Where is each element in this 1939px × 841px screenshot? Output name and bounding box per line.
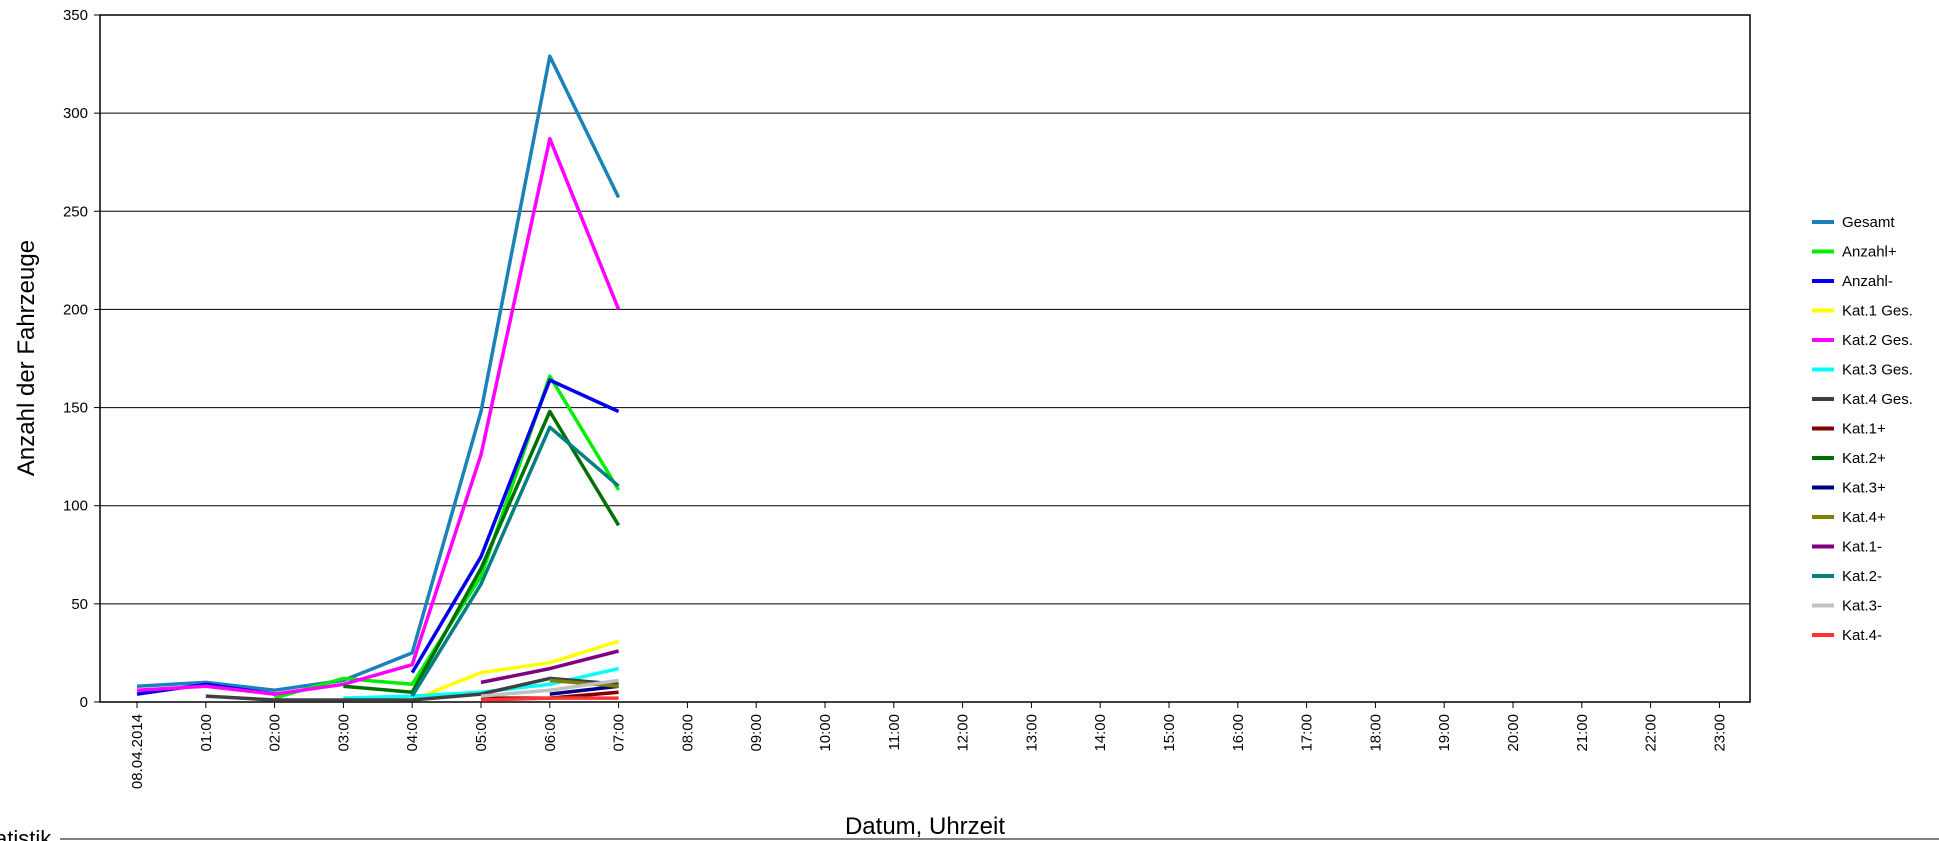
legend-label-kat-4-ges: Kat.4 Ges. (1842, 391, 1913, 408)
series-line-kat-2-ges (136, 136, 621, 696)
x-tick-label: 14:00 (1092, 714, 1109, 752)
series-line-kat-3 (549, 684, 619, 696)
y-tick-label: 0 (80, 694, 88, 711)
y-axis-title: Anzahl der Fahrzeuge (13, 240, 40, 476)
footer-partial-text: atistik (0, 826, 52, 841)
legend-label-gesamt: Gesamt (1842, 214, 1895, 231)
series-line-kat-4-ges (205, 676, 619, 702)
x-tick-label: 07:00 (611, 714, 628, 752)
series-line-kat-2 (410, 425, 620, 698)
y-axis-ticks: 0 50 100 150 200 250 300 350 (63, 7, 100, 711)
x-tick-label: 17:00 (1299, 714, 1316, 752)
legend-label-kat-1: Kat.1- (1842, 539, 1882, 556)
y-tick-label: 200 (63, 301, 88, 318)
y-tick-label: 150 (63, 400, 88, 417)
legend-label-kat-2: Kat.2+ (1842, 450, 1886, 467)
y-tick-label: 300 (63, 105, 88, 122)
series-line-kat-2 (343, 409, 621, 694)
x-tick-label: 13:00 (1023, 714, 1040, 752)
x-tick-label: 22:00 (1643, 714, 1660, 752)
series-line-kat-4 (480, 696, 619, 702)
y-tick-label: 100 (63, 498, 88, 515)
x-tick-label: 10:00 (817, 714, 834, 752)
series-line-kat-1-ges (411, 639, 620, 702)
x-tick-label: 11:00 (886, 714, 903, 750)
x-tick-label: 15:00 (1161, 714, 1178, 752)
legend: Gesamt Anzahl+ Anzahl- Kat.1 Ges. Kat.2 Ges.… (1812, 214, 1913, 644)
series-lines (136, 54, 621, 702)
series-line-kat-4 (549, 678, 619, 689)
x-tick-label: 06:00 (542, 714, 559, 752)
gridlines (100, 112, 1750, 605)
series-line-gesamt (136, 54, 621, 692)
x-tick-label: 01:00 (198, 714, 215, 752)
legend-label-anzahl: Anzahl+ (1842, 244, 1897, 261)
x-tick-label: 04:00 (404, 714, 421, 752)
legend-label-kat-3: Kat.3- (1842, 598, 1882, 615)
series-line-anzahl (410, 378, 620, 674)
legend-label-anzahl: Anzahl- (1842, 273, 1893, 290)
x-tick-label: 18:00 (1367, 714, 1384, 752)
x-tick-label: 21:00 (1574, 714, 1591, 752)
x-tick-label: 05:00 (473, 714, 490, 752)
x-tick-label: 02:00 (267, 714, 284, 752)
x-tick-label: 09:00 (748, 714, 765, 752)
legend-label-kat-4: Kat.4- (1842, 627, 1882, 644)
legend-label-kat-3-ges: Kat.3 Ges. (1842, 362, 1913, 379)
legend-label-kat-3: Kat.3+ (1842, 480, 1886, 497)
x-tick-label: 08.04.2014 (129, 714, 146, 789)
plot-frame (99, 14, 1751, 703)
x-tick-label: 03:00 (335, 714, 352, 752)
legend-label-kat-1-ges: Kat.1 Ges. (1842, 303, 1913, 320)
x-tick-label: 08:00 (679, 714, 696, 752)
x-axis-title: Datum, Uhrzeit (845, 813, 1005, 840)
legend-label-kat-2: Kat.2- (1842, 568, 1882, 585)
series-line-kat-1 (480, 649, 620, 685)
x-tick-label: 12:00 (955, 714, 972, 752)
x-tick-label: 16:00 (1230, 714, 1247, 752)
x-tick-label: 19:00 (1436, 714, 1453, 752)
y-tick-label: 250 (63, 203, 88, 220)
x-tick-label: 20:00 (1505, 714, 1522, 752)
x-tick-label: 23:00 (1711, 714, 1728, 752)
series-line-kat-3 (480, 678, 619, 698)
x-axis-ticks: 08.04.2014 01:00 02:00 03:00 04:00 05:00 06:00… (129, 702, 1728, 789)
legend-label-kat-1: Kat.1+ (1842, 421, 1886, 438)
legend-label-kat-4: Kat.4+ (1842, 509, 1886, 526)
y-tick-label: 350 (63, 7, 88, 24)
y-tick-label: 50 (71, 596, 88, 613)
legend-label-kat-2-ges: Kat.2 Ges. (1842, 332, 1913, 349)
